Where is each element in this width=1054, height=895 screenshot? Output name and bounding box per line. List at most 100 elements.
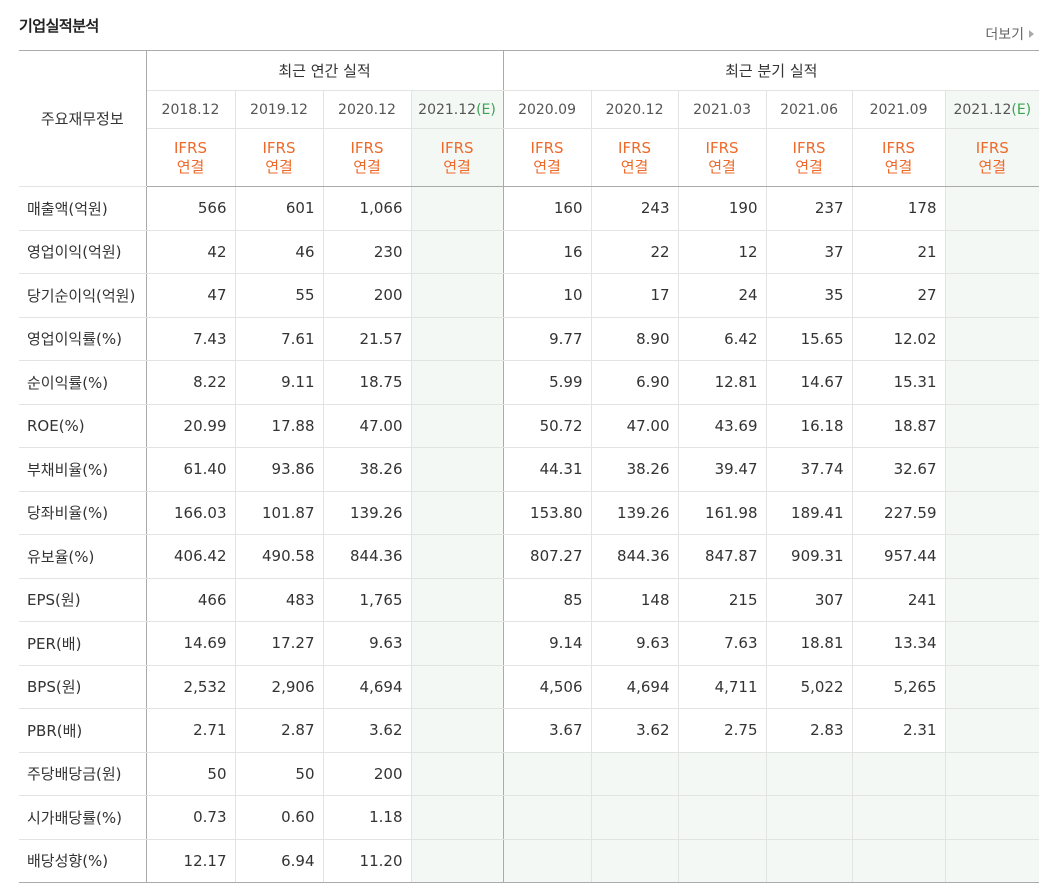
table-cell: 8.22 <box>145 360 236 405</box>
table-cell: 13.34 <box>851 621 946 666</box>
table-cell: 11.20 <box>322 838 412 883</box>
table-cell: 0.60 <box>234 795 324 840</box>
ifrs-header: IFRS 연결 <box>851 128 946 187</box>
row-label: 당기순이익(억원) <box>19 273 147 318</box>
annual-group-header: 최근 연간 실적 <box>145 50 504 91</box>
table-cell: 6.94 <box>234 838 324 883</box>
table-cell <box>410 229 504 274</box>
table-cell: 243 <box>590 186 679 231</box>
table-cell: 5,265 <box>851 664 946 709</box>
table-row: 영업이익률(%) 7.43 7.61 21.57 9.77 8.90 6.42 15.65 12… <box>19 316 1040 361</box>
table-cell: 148 <box>590 577 679 622</box>
row-label: BPS(원) <box>19 664 147 709</box>
table-cell: 101.87 <box>234 490 324 535</box>
table-cell: 47.00 <box>322 403 412 448</box>
table-cell: 18.75 <box>322 360 412 405</box>
table-cell: 17 <box>590 273 679 318</box>
ifrs-header: IFRS 연결 <box>590 128 679 187</box>
row-label: 영업이익(억원) <box>19 229 147 274</box>
consolidated-label: 연결 <box>533 157 561 176</box>
table-cell <box>677 795 767 840</box>
ifrs-label: IFRS <box>792 138 826 157</box>
table-cell: 2,906 <box>234 664 324 709</box>
table-cell: 46 <box>234 229 324 274</box>
period-header: 2021.03 <box>677 90 767 129</box>
table-cell: 406.42 <box>145 534 236 579</box>
table-cell: 12.17 <box>145 838 236 883</box>
ifrs-label: IFRS <box>350 138 384 157</box>
table-cell: 12.81 <box>677 360 767 405</box>
row-label: 순이익률(%) <box>19 360 147 405</box>
table-cell: 4,711 <box>677 664 767 709</box>
table-cell: 22 <box>590 229 679 274</box>
table-cell: 12 <box>677 229 767 274</box>
table-cell: 38.26 <box>590 447 679 492</box>
estimate-mark: (E) <box>476 101 496 118</box>
table-row: ROE(%) 20.99 17.88 47.00 50.72 47.00 43.69 16.1… <box>19 403 1040 448</box>
row-label: PBR(배) <box>19 708 147 753</box>
table-cell <box>944 316 1040 361</box>
table-cell: 10 <box>502 273 592 318</box>
period-label: 2020.09 <box>518 101 576 118</box>
consolidated-label: 연결 <box>795 157 823 176</box>
table-cell <box>502 838 592 883</box>
table-cell <box>410 360 504 405</box>
table-cell: 0.73 <box>145 795 236 840</box>
table-row: 순이익률(%) 8.22 9.11 18.75 5.99 6.90 12.81 14.67 15… <box>19 360 1040 405</box>
row-label: 주당배당금(원) <box>19 751 147 796</box>
table-row: 매출액(억원) 566 601 1,066 160 243 190 237 178 <box>19 186 1040 231</box>
table-cell <box>410 708 504 753</box>
table-cell <box>410 751 504 796</box>
table-cell: 16 <box>502 229 592 274</box>
period-header: 2018.12 <box>146 90 236 129</box>
table-cell: 483 <box>234 577 324 622</box>
table-cell: 16.18 <box>765 403 853 448</box>
period-label: 2021.12 <box>953 101 1012 118</box>
more-link-label: 더보기 <box>985 27 1024 43</box>
period-label: 2019.12 <box>250 101 308 118</box>
table-cell <box>944 708 1040 753</box>
table-row: PER(배) 14.69 17.27 9.63 9.14 9.63 7.63 18.81 13.… <box>19 621 1040 666</box>
table-cell: 18.81 <box>765 621 853 666</box>
table-cell: 9.77 <box>502 316 592 361</box>
table-cell: 17.27 <box>234 621 324 666</box>
period-label: 2018.12 <box>161 101 220 118</box>
table-cell: 807.27 <box>502 534 592 579</box>
table-cell: 7.43 <box>145 316 236 361</box>
period-header: 2021.09 <box>851 90 946 129</box>
table-cell <box>410 490 504 535</box>
ifrs-header: IFRS 연결 <box>234 128 324 187</box>
table-cell: 14.69 <box>145 621 236 666</box>
table-cell <box>410 664 504 709</box>
table-cell <box>944 490 1040 535</box>
table-cell: 153.80 <box>502 490 592 535</box>
table-cell: 227.59 <box>851 490 946 535</box>
period-header: 2021.12(E) <box>410 90 504 129</box>
table-cell <box>944 186 1040 231</box>
table-row: 부채비율(%) 61.40 93.86 38.26 44.31 38.26 39.47 37.… <box>19 447 1040 492</box>
row-label: PER(배) <box>19 621 147 666</box>
table-cell: 42 <box>145 229 236 274</box>
table-cell: 601 <box>234 186 324 231</box>
more-link[interactable]: 더보기 <box>985 24 1034 44</box>
table-cell: 190 <box>677 186 767 231</box>
period-header: 2020.12 <box>322 90 412 129</box>
table-cell: 37.74 <box>765 447 853 492</box>
table-cell: 61.40 <box>145 447 236 492</box>
table-cell: 18.87 <box>851 403 946 448</box>
table-row: 영업이익(억원) 42 46 230 16 22 12 37 21 <box>19 229 1040 274</box>
table-row: 배당성향(%) 12.17 6.94 11.20 <box>19 838 1040 883</box>
row-label: 영업이익률(%) <box>19 316 147 361</box>
table-cell: 957.44 <box>851 534 946 579</box>
period-header: 2019.12 <box>234 90 324 129</box>
period-header: 2021.06 <box>765 90 853 129</box>
table-cell: 38.26 <box>322 447 412 492</box>
period-header: 2020.12 <box>590 90 679 129</box>
table-cell <box>410 447 504 492</box>
period-label: 2021.12 <box>418 101 477 118</box>
table-cell <box>944 795 1040 840</box>
period-label: 2021.03 <box>693 101 751 118</box>
ifrs-header: IFRS 연결 <box>146 128 236 187</box>
table-cell: 15.31 <box>851 360 946 405</box>
arrow-right-icon <box>1029 30 1034 38</box>
